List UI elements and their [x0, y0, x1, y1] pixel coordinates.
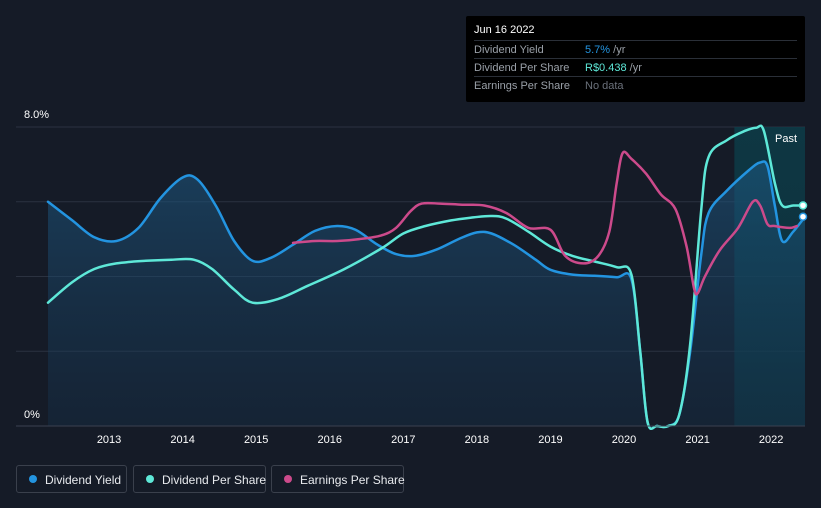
- tooltip-value: 5.7%: [585, 44, 611, 56]
- tooltip-unit: /yr: [626, 62, 642, 74]
- legend-label: Dividend Per Share: [162, 473, 267, 487]
- dividend-yield-area: [48, 161, 805, 429]
- x-tick-label: 2021: [685, 434, 709, 446]
- legend-label: Dividend Yield: [45, 473, 122, 487]
- y-tick-label-top: 8.0%: [24, 109, 49, 121]
- x-tick-label: 2022: [759, 434, 783, 446]
- series-end-marker: [798, 201, 808, 210]
- end-markers: [798, 201, 808, 221]
- x-tick-label: 2017: [391, 434, 415, 446]
- legend-item-dividend-per-share[interactable]: Dividend Per Share: [133, 465, 266, 493]
- legend-item-dividend-yield[interactable]: Dividend Yield: [16, 465, 127, 493]
- x-tick-label: 2013: [97, 434, 121, 446]
- series-end-marker: [798, 212, 808, 221]
- past-label: Past: [775, 133, 797, 145]
- tooltip-unit: /yr: [610, 44, 626, 56]
- legend-dot-icon: [29, 475, 37, 483]
- tooltip-label: Dividend Yield: [474, 44, 544, 56]
- x-tick-label: 2020: [612, 434, 636, 446]
- x-tick-labels: 2013 2014 2015 2016 2017 2018 2019 2020 2021 2022: [97, 434, 784, 446]
- tooltip-value: R$0.438: [585, 62, 627, 74]
- legend-dot-icon: [146, 475, 154, 483]
- legend-label: Earnings Per Share: [300, 473, 405, 487]
- tooltip-value: No data: [585, 80, 624, 92]
- y-tick-label-bottom: 0%: [24, 409, 40, 421]
- dividend-per-share-line: [46, 124, 807, 431]
- tooltip-label: Earnings Per Share: [474, 80, 570, 92]
- tooltip-date: Jun 16 2022: [474, 24, 535, 36]
- tooltip-label: Dividend Per Share: [474, 62, 570, 74]
- legend-dot-icon: [284, 475, 292, 483]
- x-tick-label: 2018: [465, 434, 489, 446]
- x-tick-label: 2014: [170, 434, 194, 446]
- dividend-yield-line: [46, 160, 807, 431]
- tooltip: Jun 16 2022 Dividend Yield 5.7% /yr Divi…: [466, 16, 805, 102]
- x-tick-label: 2019: [538, 434, 562, 446]
- tooltip-row-dividend-yield: Dividend Yield 5.7% /yr: [474, 40, 797, 59]
- legend-item-earnings-per-share[interactable]: Earnings Per Share: [271, 465, 405, 493]
- tooltip-row-earnings-per-share: Earnings Per Share No data: [474, 76, 797, 95]
- series-lines: [46, 124, 807, 431]
- x-tick-label: 2015: [244, 434, 268, 446]
- earnings-per-share-line: [291, 150, 799, 296]
- tooltip-row-dividend-per-share: Dividend Per Share R$0.438 /yr: [474, 58, 797, 77]
- x-tick-label: 2016: [318, 434, 342, 446]
